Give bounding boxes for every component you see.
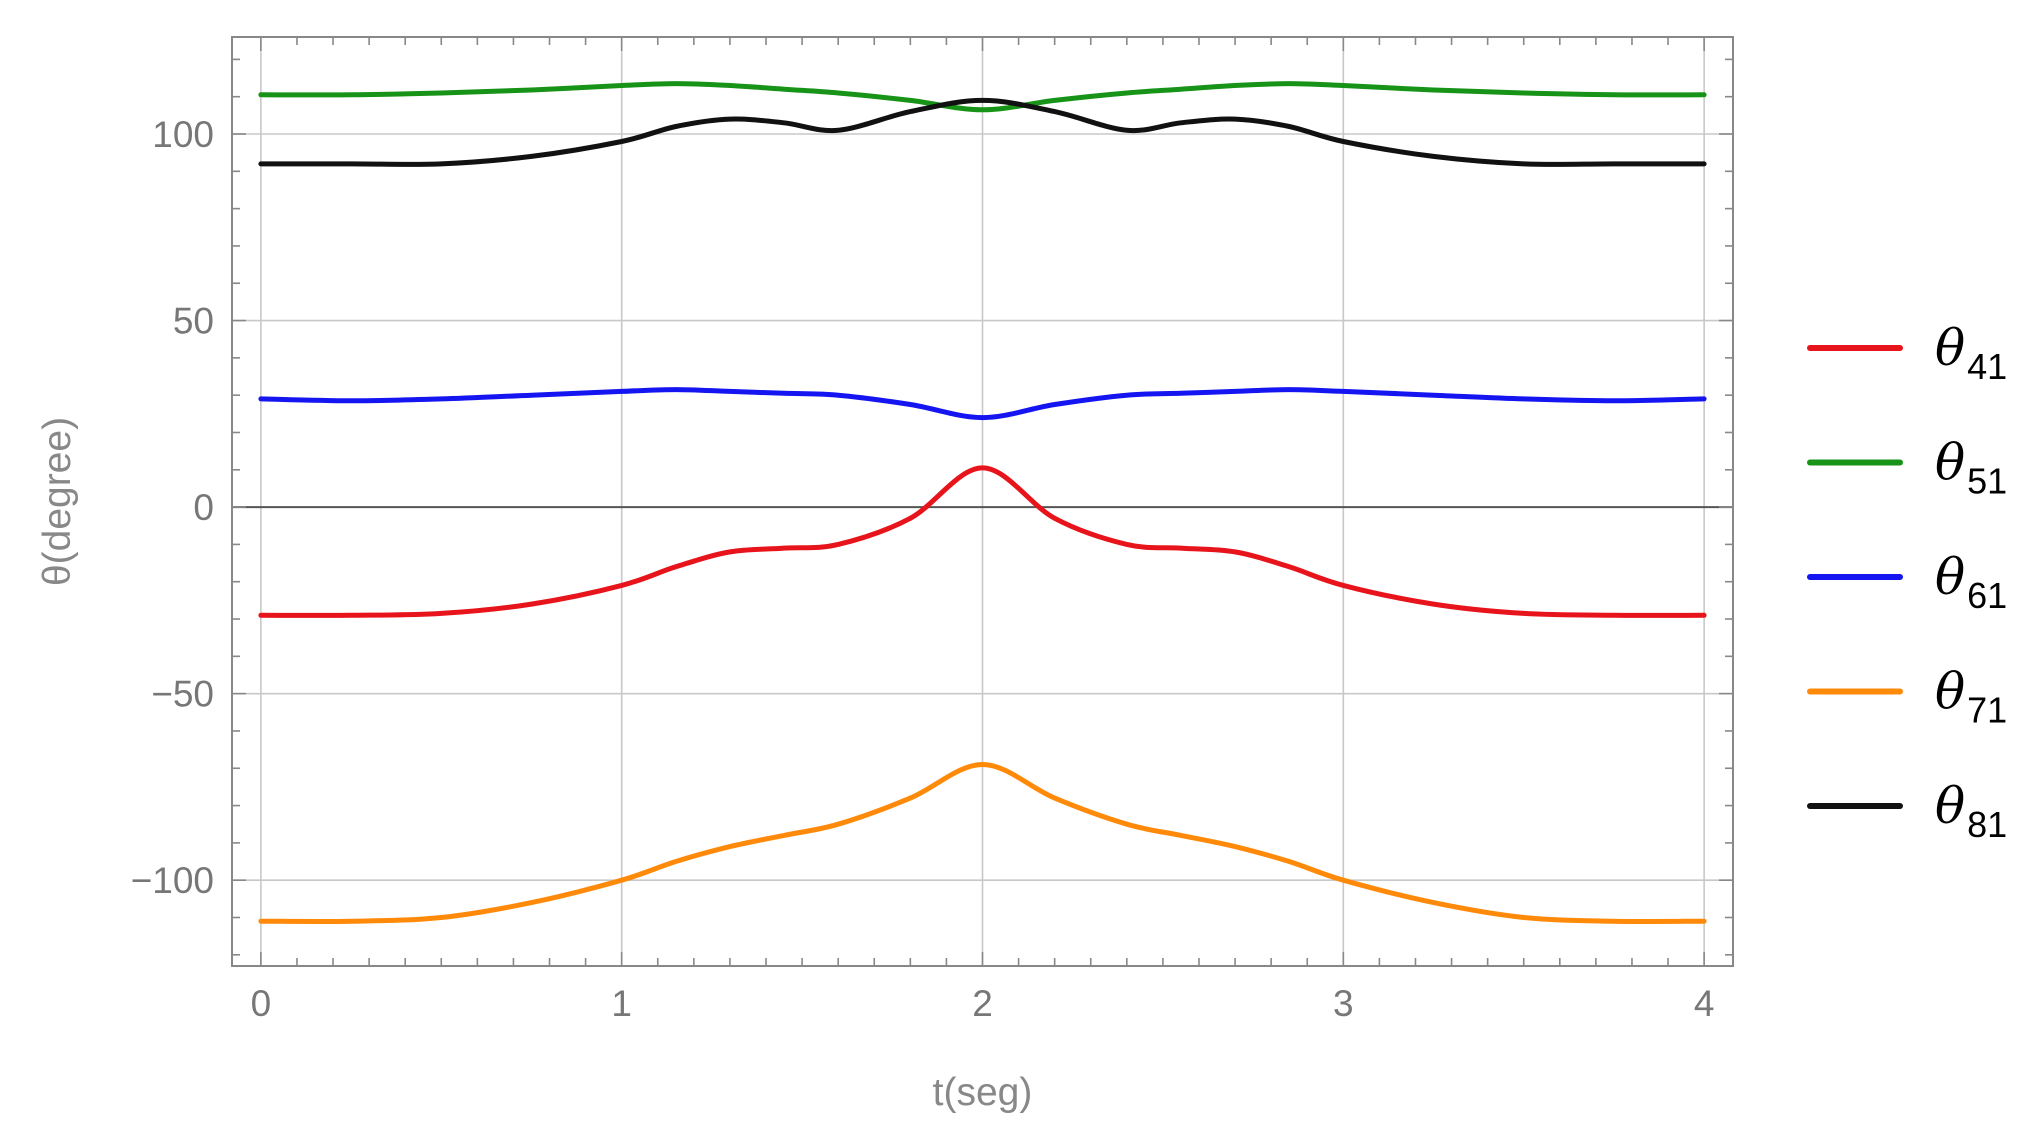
y-tick-label: 100: [152, 114, 214, 155]
series-line-theta-51: [258, 81, 1707, 113]
x-tick-label: 4: [1694, 983, 1715, 1024]
legend-label-theta-81: θ81: [1935, 777, 2007, 845]
legend-label-theta-51: θ51: [1935, 434, 2007, 502]
y-axis-label: θ(degree): [36, 417, 79, 586]
y-tick-label: 50: [173, 301, 214, 342]
grid: [232, 37, 1733, 966]
plot-frame: [231, 36, 1734, 967]
x-tick-label: 1: [611, 983, 632, 1024]
x-tick-label: 2: [972, 983, 993, 1024]
y-tick-label: 0: [193, 487, 214, 528]
y-tick-label: −50: [151, 674, 214, 715]
y-tick-label: −100: [131, 860, 214, 901]
series-lines: [258, 81, 1707, 925]
legend-label-theta-61: θ61: [1935, 548, 2007, 616]
x-axis-label: t(seg): [933, 1071, 1033, 1114]
legend: θ41 θ51 θ61 θ71 θ81: [1807, 319, 2007, 845]
series-line-theta-81: [258, 97, 1707, 167]
legend-label-theta-41: θ41: [1935, 319, 2007, 387]
legend-label-theta-71: θ71: [1935, 663, 2007, 731]
x-tick-label: 3: [1333, 983, 1354, 1024]
x-tick-label: 0: [251, 983, 272, 1024]
series-line-theta-71: [258, 762, 1707, 925]
series-line-theta-61: [258, 387, 1707, 421]
tick-labels: 0 1 2 3 4 −100 −50 0 50 100: [131, 114, 1715, 1024]
series-line-theta-41: [258, 465, 1707, 618]
